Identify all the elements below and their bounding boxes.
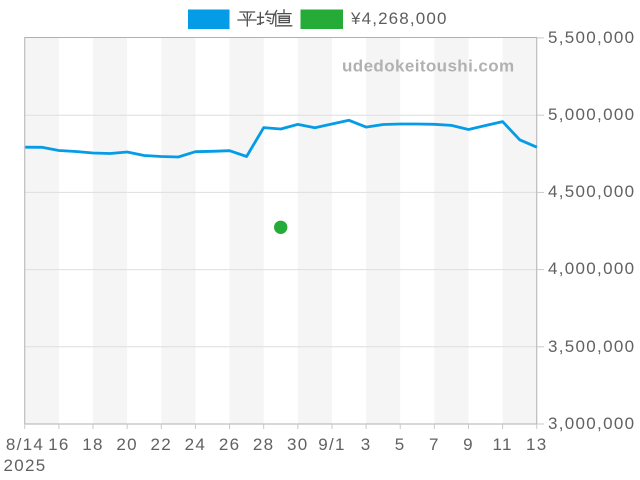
svg-text:udedokeitoushi.com: udedokeitoushi.com	[342, 57, 515, 76]
